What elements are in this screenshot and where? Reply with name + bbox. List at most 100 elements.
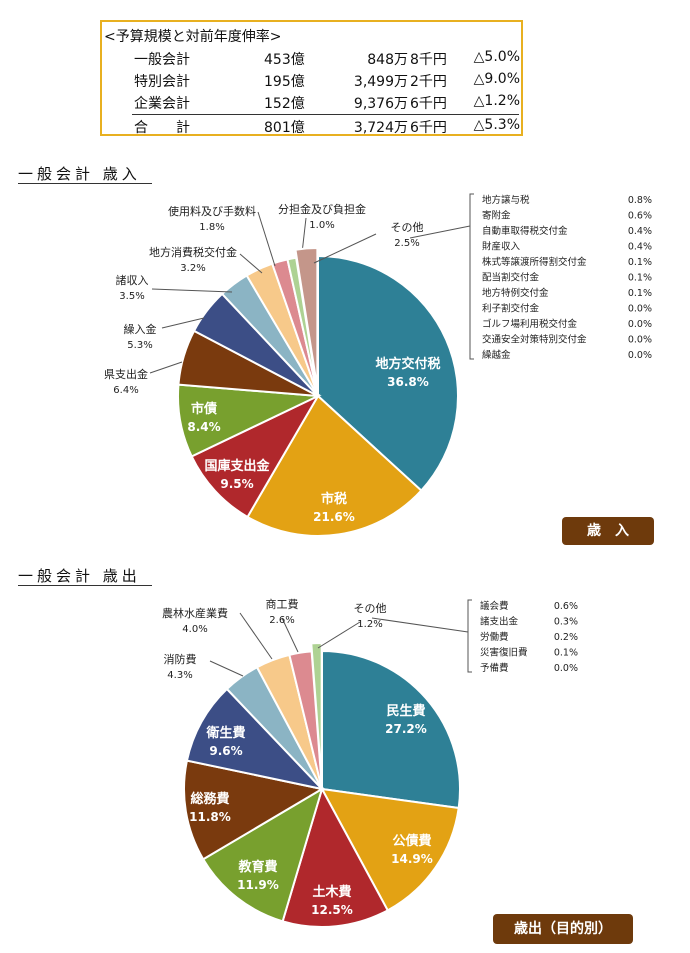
revenue-badge: 歳 入 <box>562 517 654 545</box>
pie-slice <box>183 759 325 861</box>
breakdown-value: 0.1% <box>554 648 578 659</box>
slice-label: 総務費 <box>190 791 229 807</box>
slice-value: 1.2% <box>357 619 382 630</box>
budget-row-man: 9,376万 <box>353 96 408 112</box>
slice-value: 1.8% <box>199 222 224 233</box>
breakdown-value: 0.0% <box>628 350 652 361</box>
revenue-heading-underline <box>18 183 152 184</box>
slice-label: 国庫支出金 <box>204 458 270 474</box>
breakdown-bracket <box>469 193 474 360</box>
leader-line <box>209 660 244 677</box>
budget-row-name: 特別会計 <box>134 74 190 90</box>
slice-label: 公債費 <box>392 833 431 849</box>
budget-summary-box: <予算規模と対前年度伸率> 一般会計 453億 848万 8千円 △5.0% 特… <box>100 20 523 136</box>
slice-value: 14.9% <box>391 852 433 866</box>
slice-label: 消防費 <box>164 652 197 666</box>
slice-label: 分担金及び負担金 <box>278 202 366 216</box>
breakdown-value: 0.1% <box>628 273 652 284</box>
expenditure-badge: 歳出（目的別） <box>493 914 633 944</box>
pie-slice <box>246 394 423 537</box>
breakdown-label: 労働費 <box>480 631 509 643</box>
slice-value: 11.8% <box>189 810 231 824</box>
slice-label: 県支出金 <box>104 367 148 381</box>
budget-row-oku: 195億 <box>264 74 305 90</box>
slice-label: 地方消費税交付金 <box>149 245 237 259</box>
leader-line <box>149 361 183 374</box>
slice-label: その他 <box>354 602 387 615</box>
leader-line <box>239 253 263 274</box>
slice-value: 6.4% <box>113 385 138 396</box>
slice-value: 5.3% <box>127 340 152 351</box>
expenditure-heading: 一般会計 歳出 <box>18 565 152 586</box>
expenditure-heading-text: 一般会計 歳出 <box>18 567 141 585</box>
pie-slice <box>321 649 461 810</box>
slice-value: 8.4% <box>187 420 220 434</box>
revenue-heading: 一般会計 歳入 <box>18 163 152 184</box>
breakdown-label: 繰越金 <box>482 349 511 361</box>
slice-value: 36.8% <box>387 375 429 389</box>
budget-total-man: 3,724万 <box>353 120 408 136</box>
slice-label: 教育費 <box>237 859 277 875</box>
total-divider <box>132 114 519 115</box>
pie-slice <box>320 787 460 912</box>
breakdown-value: 0.4% <box>628 226 652 237</box>
breakdown-value: 0.6% <box>554 601 578 612</box>
budget-total-sen: 6千円 <box>410 120 447 136</box>
breakdown-label: ゴルフ場利用税交付金 <box>482 318 578 330</box>
budget-row-name: 企業会計 <box>134 96 190 112</box>
leader-line <box>313 233 377 264</box>
slice-label: 衛生費 <box>205 725 245 741</box>
breakdown-value: 0.0% <box>628 335 652 346</box>
breakdown-value: 0.0% <box>554 663 578 674</box>
slice-value: 11.9% <box>237 878 279 892</box>
leader-line <box>257 211 276 267</box>
budget-row-oku: 453億 <box>264 52 305 68</box>
breakdown-value: 0.4% <box>628 242 652 253</box>
budget-row-name: 一般会計 <box>134 52 190 68</box>
pie-slice <box>201 786 324 923</box>
slice-value: 4.3% <box>167 670 192 681</box>
slice-value: 3.2% <box>180 263 205 274</box>
pie-slice <box>185 687 325 791</box>
slice-label: 商工費 <box>266 597 299 611</box>
pie-slice <box>310 642 323 782</box>
breakdown-label: 予備費 <box>480 662 509 674</box>
slice-value: 27.2% <box>385 722 427 736</box>
slice-label: 地方交付税 <box>375 356 440 372</box>
breakdown-value: 0.0% <box>628 304 652 315</box>
breakdown-value: 0.8% <box>628 195 652 206</box>
breakdown-connector <box>371 617 469 633</box>
budget-row-oku: 152億 <box>264 96 305 112</box>
breakdown-connector <box>409 225 471 239</box>
budget-row-man: 3,499万 <box>353 74 408 90</box>
revenue-heading-text: 一般会計 歳入 <box>18 165 141 183</box>
slice-label: 市税 <box>321 491 347 507</box>
pie-slice <box>281 786 390 928</box>
budget-row-rate: △9.0% <box>473 71 520 87</box>
slice-value: 4.0% <box>182 624 207 635</box>
breakdown-label: 災害復旧費 <box>480 647 528 659</box>
budget-row-rate: △1.2% <box>473 93 520 109</box>
breakdown-label: 利子割交付金 <box>482 303 540 315</box>
pie-slice <box>317 254 459 492</box>
leader-line <box>239 612 273 660</box>
breakdown-label: 財産収入 <box>482 241 521 253</box>
expenditure-heading-underline <box>18 585 152 586</box>
breakdown-value: 0.1% <box>628 257 652 268</box>
breakdown-label: 交通安全対策特別交付金 <box>482 334 587 346</box>
slice-label: 土木費 <box>312 884 351 900</box>
breakdown-bracket <box>467 599 472 673</box>
slice-value: 3.5% <box>119 291 144 302</box>
breakdown-value: 0.2% <box>554 632 578 643</box>
breakdown-label: 議会費 <box>480 600 509 612</box>
breakdown-label: 自動車取得税交付金 <box>482 225 568 237</box>
breakdown-label: 配当割交付金 <box>482 272 540 284</box>
breakdown-value: 0.1% <box>628 288 652 299</box>
leader-line <box>161 317 205 329</box>
budget-row-sen: 6千円 <box>410 96 447 112</box>
budget-title: <予算規模と対前年度伸率> <box>104 29 282 45</box>
breakdown-label: 地方譲与税 <box>482 194 530 206</box>
pie-slice <box>294 247 319 389</box>
slice-label: 諸収入 <box>116 273 149 287</box>
